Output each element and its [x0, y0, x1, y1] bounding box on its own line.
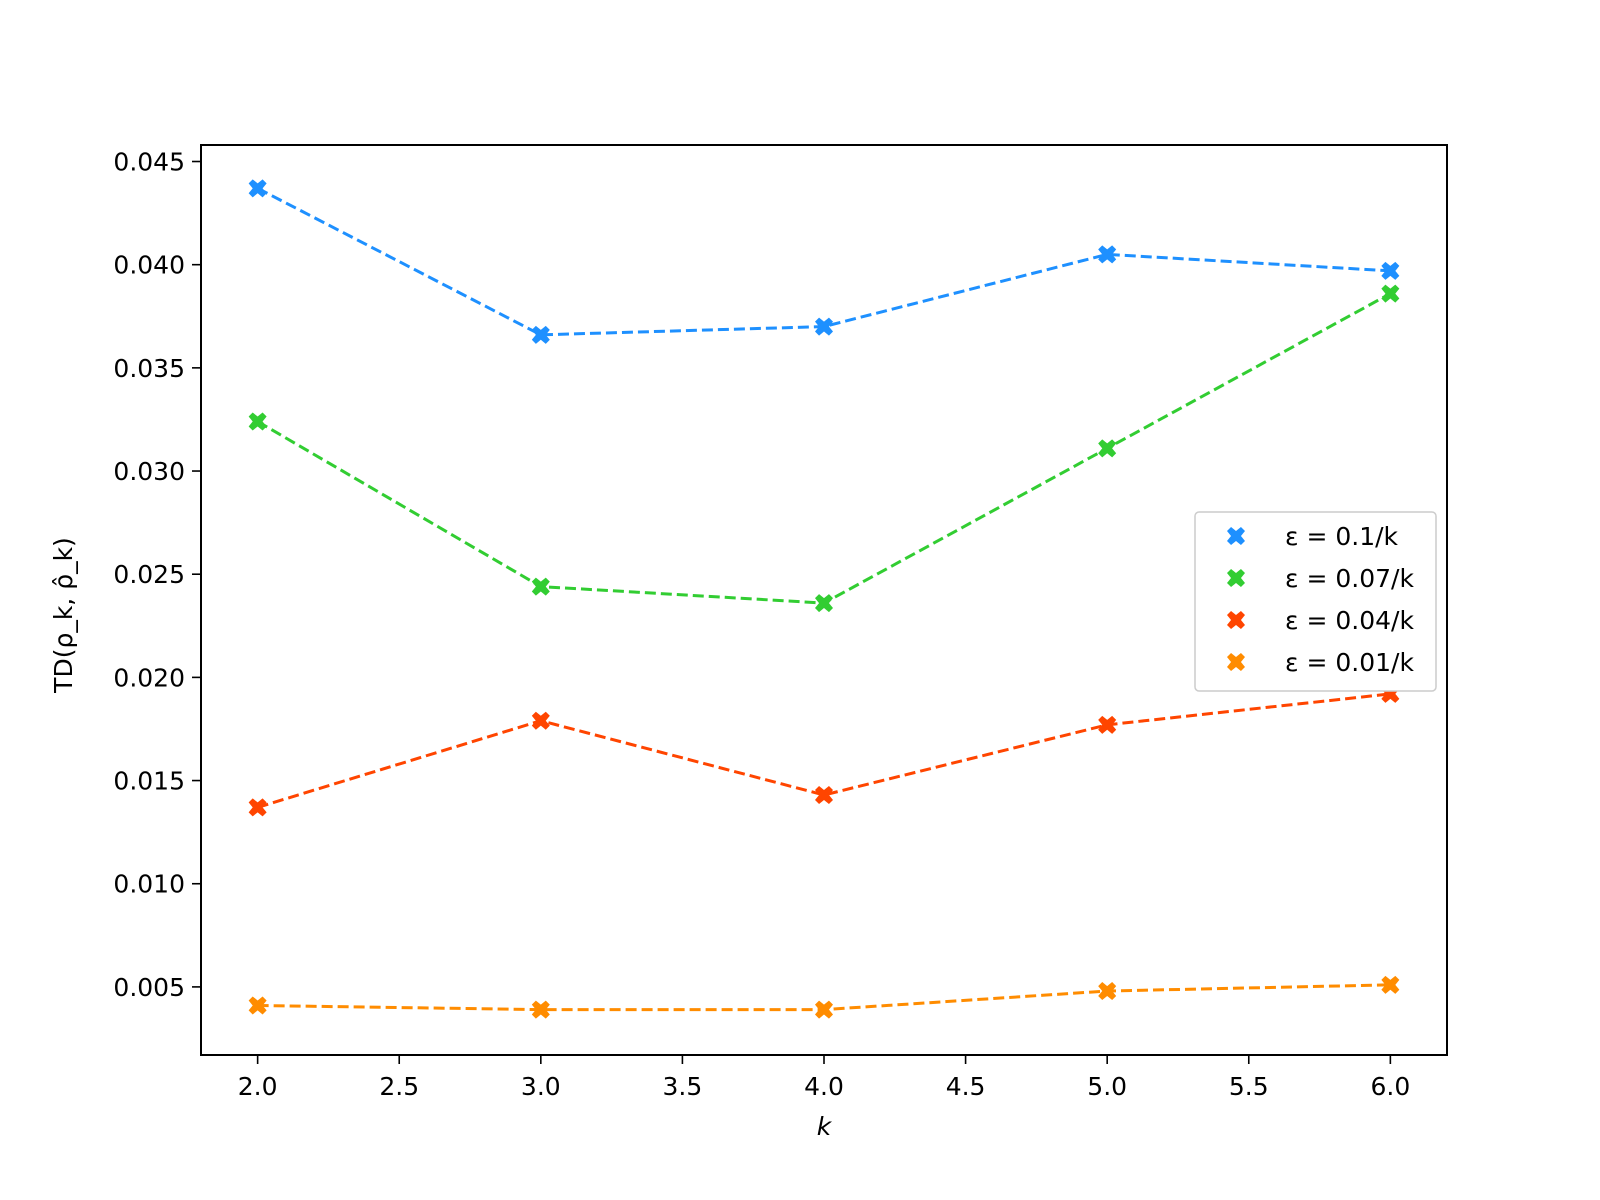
data-point — [815, 1000, 833, 1019]
x-axis-label: k — [817, 1112, 833, 1141]
y-tick-label: 0.015 — [113, 767, 185, 796]
data-point — [248, 412, 267, 431]
data-point — [531, 577, 550, 596]
series-line — [257, 692, 1391, 809]
series-layer — [248, 179, 1400, 1019]
x-tick-label: 3.0 — [521, 1072, 561, 1101]
legend-marker — [1227, 569, 1245, 587]
legend-marker — [1227, 611, 1245, 629]
data-point — [1381, 284, 1400, 303]
legend-item: ε = 0.07/k — [1227, 564, 1414, 593]
data-point — [1098, 245, 1117, 264]
series-2 — [248, 284, 1400, 613]
x-tick-label: 2.0 — [238, 1072, 278, 1101]
y-tick-label: 0.010 — [113, 870, 185, 899]
x-tick-label: 2.5 — [379, 1072, 419, 1101]
legend-label: ε = 0.04/k — [1285, 606, 1414, 635]
x-tick-label: 4.5 — [946, 1072, 986, 1101]
legend-items: ε = 0.1/k ε = 0.07/k ε = 0.04/k ε = 0.01/k — [1227, 522, 1414, 677]
legend: ε = 0.1/k ε = 0.07/k ε = 0.04/k ε = 0.01/k — [1194, 511, 1437, 692]
x-axis-ticks: 2.0 2.5 3.0 3.5 4.0 4.5 5.0 5.5 6.0 — [238, 1055, 1410, 1101]
x-tick-label: 5.0 — [1087, 1072, 1127, 1101]
x-tick-label: 4.0 — [804, 1072, 844, 1101]
series-1 — [248, 179, 1400, 344]
legend-label: ε = 0.1/k — [1285, 522, 1399, 551]
y-tick-label: 0.035 — [113, 354, 185, 383]
y-axis-ticks: 0.005 0.010 0.015 0.020 0.025 0.030 0.035 0.040… — [113, 148, 201, 1002]
data-point — [1098, 715, 1117, 734]
y-tick-label: 0.040 — [113, 251, 185, 280]
x-tick-label: 5.5 — [1229, 1072, 1269, 1101]
data-point — [531, 1000, 550, 1019]
series-line — [256, 187, 1391, 337]
series-4 — [248, 975, 1400, 1019]
legend-marker — [1227, 527, 1245, 545]
y-tick-label: 0.020 — [113, 663, 185, 692]
y-tick-label: 0.005 — [113, 973, 185, 1002]
series-3 — [248, 684, 1400, 817]
y-tick-label: 0.025 — [113, 560, 185, 589]
legend-marker — [1227, 653, 1245, 671]
data-point — [815, 317, 833, 336]
data-point — [815, 594, 833, 613]
data-point — [531, 711, 550, 730]
legend-label: ε = 0.01/k — [1285, 648, 1414, 677]
legend-item: ε = 0.04/k — [1227, 606, 1414, 635]
data-point — [1098, 439, 1117, 458]
x-tick-label: 3.5 — [663, 1072, 703, 1101]
data-point — [248, 798, 267, 817]
data-point — [815, 786, 833, 804]
data-point — [1381, 261, 1400, 280]
legend-item: ε = 0.1/k — [1227, 522, 1399, 551]
y-axis-label: TD(ρ_k, ρ̂_k) — [49, 537, 78, 694]
y-tick-label: 0.030 — [113, 457, 185, 486]
data-point — [248, 179, 267, 198]
y-tick-label: 0.045 — [113, 148, 185, 177]
x-tick-label: 6.0 — [1370, 1072, 1410, 1101]
legend-box — [1194, 511, 1437, 692]
legend-item: ε = 0.01/k — [1227, 648, 1414, 677]
data-point — [248, 996, 267, 1015]
data-point — [1098, 982, 1117, 1001]
legend-label: ε = 0.07/k — [1285, 564, 1414, 593]
data-point — [531, 325, 550, 344]
data-point — [1381, 975, 1400, 994]
